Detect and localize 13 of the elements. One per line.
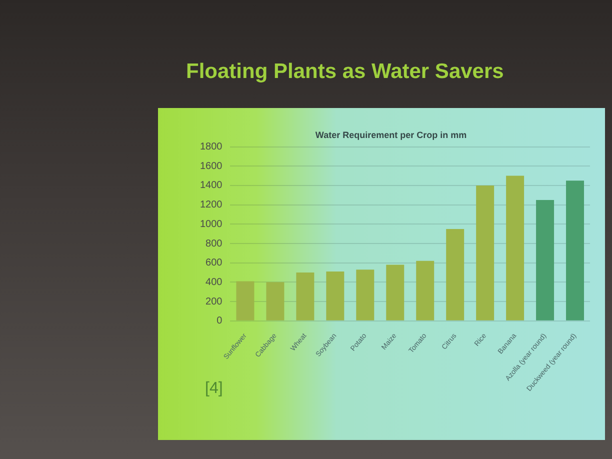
y-tick-label: 1200 [200,200,223,211]
y-tick-label: 1800 [200,142,223,153]
y-tick-label: 0 [216,316,223,327]
y-tick-label: 800 [206,238,223,250]
chart-title: Floating Plants as Water Savers [186,60,504,84]
y-tick-label: 400 [206,276,223,288]
y-tick-label: 1600 [200,160,223,172]
y-tick-label: 200 [206,296,223,308]
y-tick-label: 1000 [200,218,223,230]
y-tick-label: 1400 [200,180,223,192]
y-tick-label: 600 [206,258,223,269]
text: [4] [205,380,223,398]
chart-subtitle: Water Requirement per Crop in mm [315,130,467,140]
